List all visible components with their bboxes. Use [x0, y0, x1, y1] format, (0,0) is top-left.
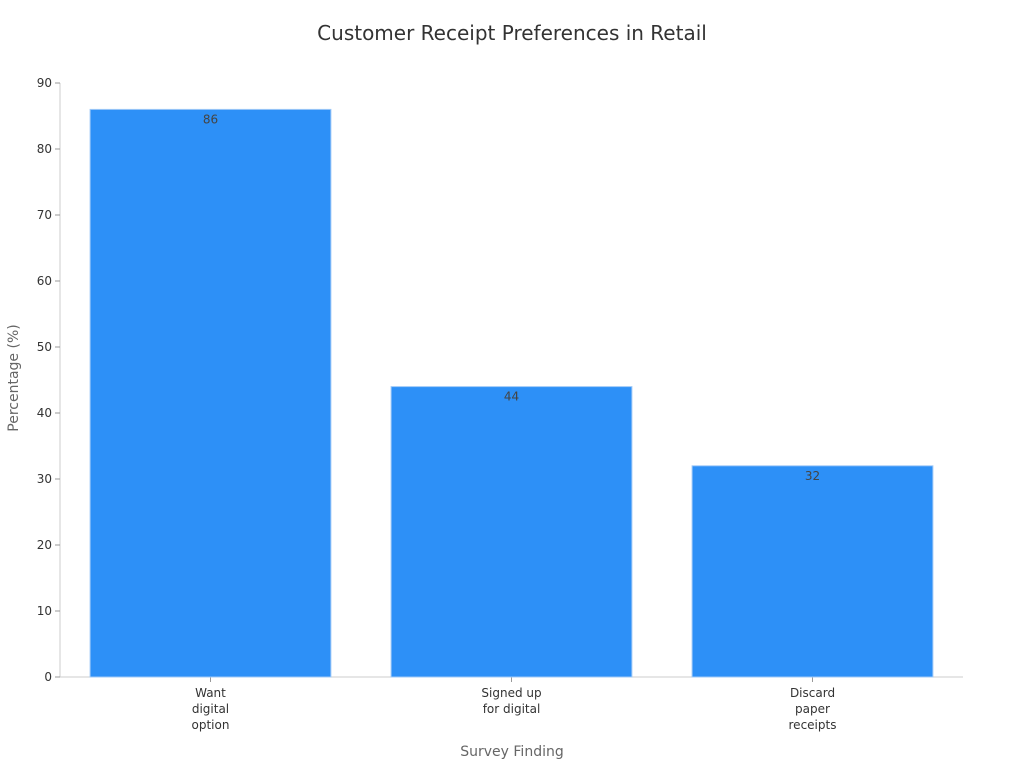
data-labels: 86 44 32	[203, 112, 820, 482]
bars	[89, 108, 934, 678]
x-tick-label: Discard paper receipts	[789, 686, 837, 732]
bar	[691, 465, 934, 678]
y-tick-label: 0	[44, 670, 52, 684]
y-axis: 0 10 20 30 40 50 60 70 80 90	[37, 76, 61, 684]
x-tick-label: Want digital option	[192, 686, 230, 732]
bar-value-label: 86	[203, 112, 218, 126]
y-tick-label: 40	[37, 406, 52, 420]
bar	[390, 386, 633, 678]
x-tick-label: Signed up for digital	[481, 686, 541, 716]
bar-value-label: 44	[504, 390, 519, 404]
x-axis: Want digital option Signed up for digital Dis…	[60, 676, 963, 732]
y-axis-label: Percentage (%)	[6, 324, 22, 431]
y-tick-label: 80	[37, 142, 52, 156]
x-axis-label: Survey Finding	[460, 744, 563, 760]
y-tick-label: 90	[37, 76, 52, 90]
y-tick-label: 20	[37, 538, 52, 552]
y-tick-label: 30	[37, 472, 52, 486]
y-tick-label: 60	[37, 274, 52, 288]
y-tick-label: 10	[37, 604, 52, 618]
y-tick-label: 70	[37, 208, 52, 222]
bar-value-label: 32	[805, 469, 820, 483]
bar	[89, 108, 332, 678]
y-tick-label: 50	[37, 340, 52, 354]
chart-title: Customer Receipt Preferences in Retail	[317, 21, 707, 45]
